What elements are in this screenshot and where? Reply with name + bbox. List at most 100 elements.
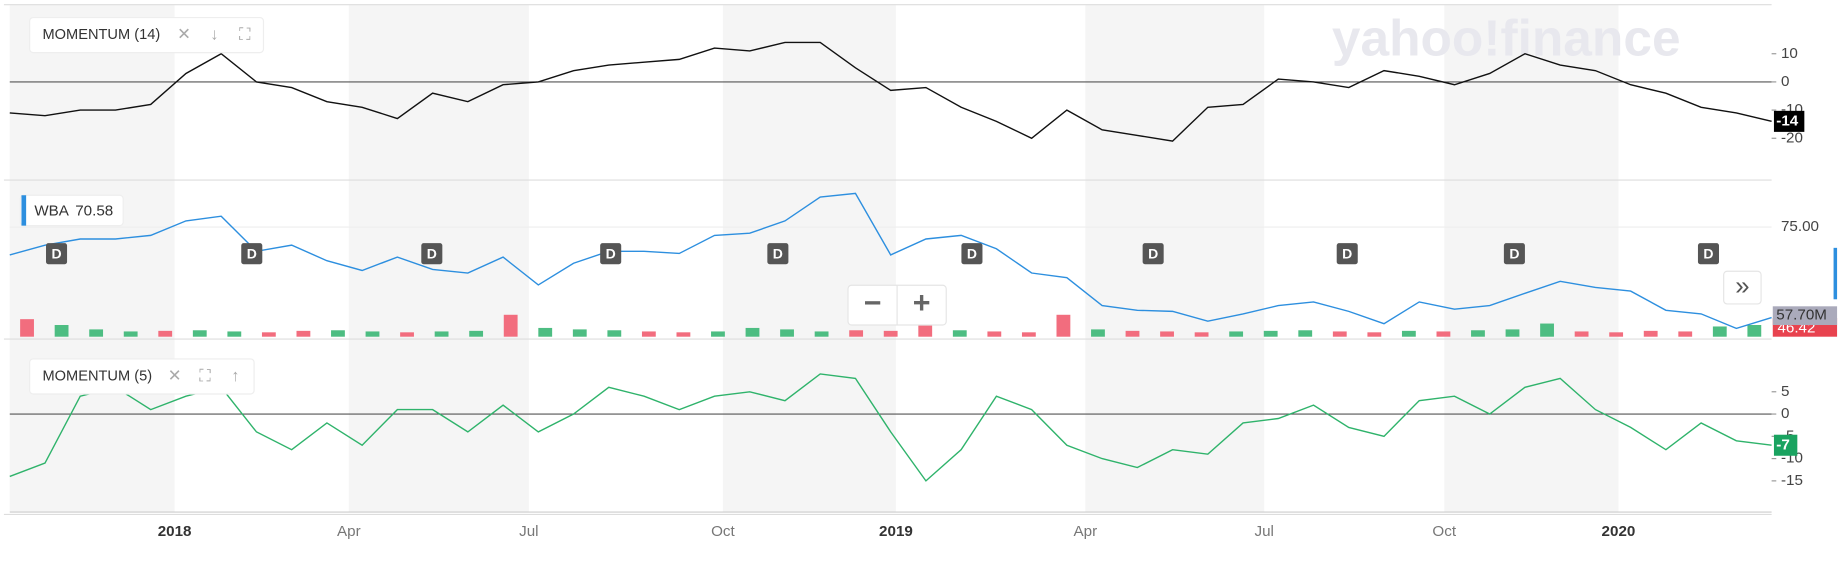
volume-bar (1747, 325, 1762, 337)
scroll-box (1723, 270, 1762, 305)
watermark: yahoo!finance (1332, 9, 1681, 67)
volume-bar (1125, 330, 1140, 337)
volume-bar (1332, 331, 1347, 337)
volume-bar (1263, 330, 1278, 337)
volume-bar (1021, 332, 1036, 337)
legend: WBA 70.58 (19, 194, 124, 227)
volume-bar (89, 329, 104, 337)
x-tick-label: Oct (1432, 523, 1456, 540)
volume-bar (158, 330, 173, 337)
volume-bar (1160, 331, 1174, 337)
volume-bar (192, 330, 207, 337)
volume-bar (607, 330, 622, 337)
legend-icon[interactable]: ⛶ (239, 25, 251, 43)
dividend-marker[interactable] (1142, 243, 1164, 265)
zoom-in[interactable]: + (913, 286, 931, 320)
volume-label: 57.70M (1776, 307, 1827, 324)
volume-bar (331, 330, 345, 337)
volume-bar (1540, 323, 1554, 337)
last-value-badge (1773, 434, 1798, 456)
last-value-badge (1773, 110, 1805, 132)
x-tick-label: 2019 (879, 523, 913, 540)
legend-icon[interactable]: ✕ (168, 367, 182, 385)
dividend-marker[interactable] (1336, 243, 1358, 265)
legend: MOMENTUM (14) ✕ ↓ ⛶ (29, 16, 265, 54)
legend-icon[interactable]: ↑ (231, 367, 239, 385)
dividend-label: D (1342, 246, 1352, 262)
volume-bar (1091, 329, 1105, 337)
dividend-label: D (1509, 246, 1519, 262)
shade (1085, 4, 1265, 513)
x-tick-label: Jul (1255, 523, 1274, 540)
series-line (9, 41, 1772, 142)
legend-title: MOMENTUM (5) (43, 368, 153, 384)
volume-bar (538, 327, 553, 337)
volume-bar (123, 331, 138, 337)
dividend-label: D (967, 246, 977, 262)
volume-bar (1298, 330, 1313, 337)
scroll-right[interactable]: » (1735, 272, 1749, 300)
volume-bar (1194, 332, 1209, 337)
y-tick-label: 10 (1781, 45, 1798, 62)
volume-bar (54, 325, 69, 337)
dividend-marker[interactable] (1503, 243, 1525, 265)
legend-name: WBA (34, 203, 69, 220)
dividend-marker[interactable] (1697, 243, 1719, 265)
volume-bar (1678, 331, 1693, 337)
legend-icon[interactable]: ↓ (210, 25, 218, 43)
y-tick-label: 0 (1781, 73, 1789, 90)
volume-bar (849, 330, 864, 337)
legend-icon[interactable]: ✕ (177, 25, 191, 43)
last-value: -7 (1776, 436, 1790, 453)
volume-bar (883, 330, 898, 337)
volume-bar (469, 330, 484, 337)
x-tick-label: Apr (1074, 523, 1098, 540)
y-tick-label: 75.00 (1781, 218, 1819, 235)
volume-bar (296, 330, 311, 337)
legend-box (19, 194, 124, 227)
side-indicator (1833, 247, 1838, 300)
shade (1444, 4, 1619, 513)
volume-bar (1056, 314, 1071, 337)
volume-bar (952, 330, 967, 337)
volume-bar (1505, 329, 1520, 337)
volume-bar (261, 332, 276, 337)
volume-bar (1574, 331, 1589, 337)
zoom-out[interactable]: − (864, 286, 882, 320)
x-tick-label: Oct (711, 523, 735, 540)
x-tick-label: Apr (337, 523, 361, 540)
volume-bar (20, 319, 34, 337)
dividend-label: D (1148, 246, 1158, 262)
volume-bar (780, 329, 794, 337)
legend-value: 70.58 (75, 203, 113, 220)
volume-bar (1471, 330, 1485, 337)
dividend-marker[interactable] (241, 243, 263, 265)
legend-icon[interactable]: ⛶ (199, 367, 211, 385)
dividend-marker[interactable] (600, 243, 622, 265)
shade (722, 4, 896, 513)
dividend-marker[interactable] (46, 243, 68, 265)
volume-bar (1401, 330, 1416, 337)
dividend-label: D (51, 246, 61, 262)
y-tick-label: -15 (1781, 472, 1803, 489)
y-tick-label: 5 (1781, 383, 1789, 400)
dividend-marker[interactable] (421, 243, 443, 265)
dividend-marker[interactable] (961, 243, 983, 265)
volume-bar (434, 331, 449, 337)
volume-bar (1609, 332, 1624, 337)
volume-bar (987, 331, 1002, 337)
y-tick-label: 0 (1781, 405, 1789, 422)
dividend-label: D (606, 246, 616, 262)
volume-bar (227, 331, 242, 337)
legend-title: MOMENTUM (14) (43, 27, 161, 43)
dividend-marker[interactable] (767, 243, 789, 265)
volume-bar (400, 332, 414, 337)
dividend-label: D (427, 246, 437, 262)
volume-bar (1367, 332, 1382, 337)
volume-bar (365, 331, 380, 337)
volume-bar (814, 331, 829, 337)
volume-bar (572, 329, 587, 337)
volume-bar (503, 314, 518, 337)
volume-bar (711, 331, 725, 337)
x-tick-label: 2018 (158, 523, 192, 540)
